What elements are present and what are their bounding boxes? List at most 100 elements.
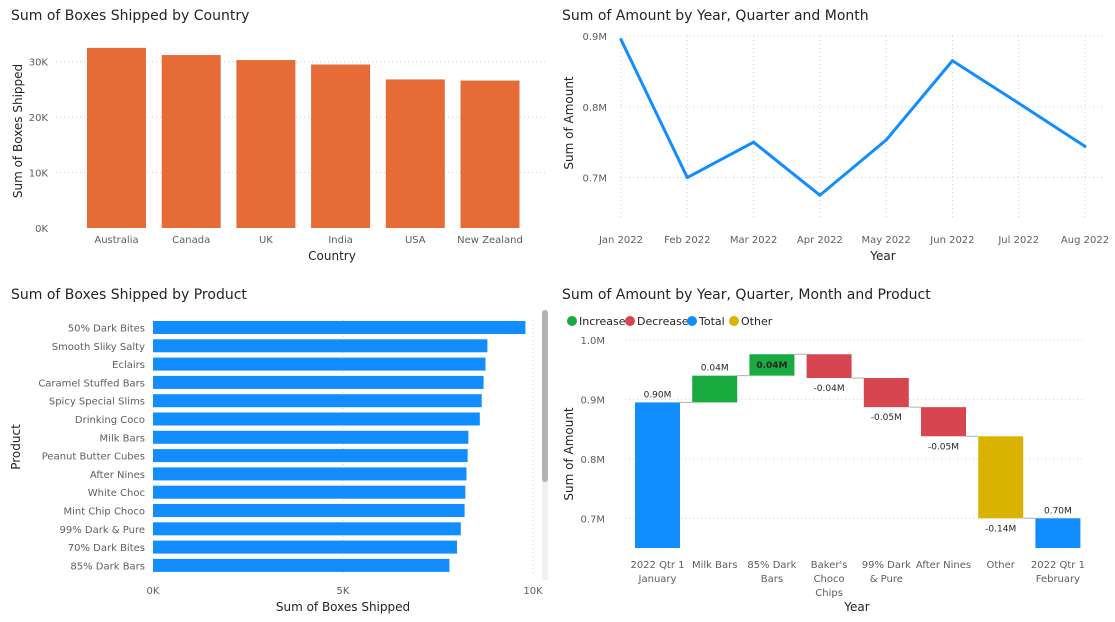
line-x-axis-label: Year: [869, 249, 895, 263]
waterfall-x-tick: After Nines: [916, 560, 971, 571]
waterfall-x-tick: Choco: [814, 574, 845, 585]
waterfall-data-label: -0.05M: [928, 442, 959, 452]
line-x-tick: Jan 2022: [598, 235, 643, 246]
waterfall-x-tick: & Pure: [870, 574, 903, 585]
country-chart-panel: Sum of Boxes Shipped by Country 0K 10K 20K…: [0, 0, 555, 275]
country-x-tick: USA: [405, 235, 426, 246]
legend-marker-total: [687, 316, 697, 326]
country-bar: [311, 64, 371, 228]
line-x-tick: Feb 2022: [664, 235, 710, 246]
product-bar: [153, 357, 486, 371]
product-x-tick: 5K: [337, 586, 350, 597]
waterfall-data-label: -0.14M: [985, 524, 1016, 534]
product-x-tick: 0K: [147, 586, 160, 597]
country-bar: [385, 79, 445, 228]
waterfall-bar-total: [635, 402, 680, 548]
product-bar: [153, 394, 482, 408]
waterfall-data-label: 0.04M: [701, 364, 729, 374]
country-y-tick: 10K: [29, 169, 49, 180]
product-y-tick: White Choc: [88, 488, 145, 499]
product-y-tick: Drinking Coco: [75, 415, 145, 426]
line-y-axis-label: Sum of Amount: [562, 76, 576, 170]
line-y-tick: 0.8M: [582, 103, 607, 114]
product-chart-panel: Sum of Boxes Shipped by Product 0K 5K 10K 5…: [0, 280, 555, 622]
waterfall-x-tick: Other: [986, 560, 1015, 571]
waterfall-bar-total: [1035, 518, 1081, 548]
legend-marker-other: [729, 316, 739, 326]
country-y-axis-label: Sum of Boxes Shipped: [11, 64, 25, 198]
line-x-tick: Jul 2022: [997, 235, 1039, 246]
waterfall-x-tick: Baker's: [811, 560, 848, 571]
product-bar: [153, 540, 457, 554]
waterfall-title: Sum of Amount by Year, Quarter, Month an…: [562, 287, 931, 303]
waterfall-x-axis-label: Year: [843, 600, 869, 614]
amount-point: [884, 138, 888, 142]
amount-line-chart: 0.7M 0.8M 0.9M Jan 2022 Feb 2022 Mar 2022 Apr …: [562, 32, 1109, 263]
line-y-tick: 0.9M: [582, 32, 607, 43]
product-bar: [153, 375, 484, 389]
legend-label-increase: Increase: [579, 315, 626, 328]
product-bar: [153, 558, 450, 572]
product-y-tick: Smooth Sliky Salty: [52, 342, 145, 353]
country-chart: 0K 10K 20K 30K Australia Canada UK India USA New …: [11, 47, 548, 263]
waterfall-x-tick: Milk Bars: [692, 560, 737, 571]
waterfall-y-tick: 0.7M: [580, 514, 605, 525]
country-bar: [87, 47, 146, 228]
waterfall-bar-other: [978, 436, 1024, 519]
legend-label-decrease: Decrease: [637, 315, 689, 328]
line-x-tick: May 2022: [861, 235, 910, 246]
product-x-axis-label: Sum of Boxes Shipped: [276, 600, 410, 614]
waterfall-x-tick: 99% Dark: [862, 560, 911, 571]
legend-label-other: Other: [741, 315, 773, 328]
amount-line-title: Sum of Amount by Year, Quarter and Month: [562, 8, 869, 24]
country-bar: [460, 80, 520, 228]
product-y-tick: Spicy Special Slims: [49, 397, 145, 408]
country-y-tick: 0K: [35, 224, 48, 235]
product-y-tick: After Nines: [90, 470, 145, 481]
waterfall-x-tick: 2022 Qtr 1: [630, 560, 684, 571]
product-scrollbar-thumb[interactable]: [542, 310, 548, 482]
waterfall-bar-increase: [692, 375, 738, 403]
product-x-tick: 10K: [523, 586, 543, 597]
product-y-tick: Eclairs: [112, 360, 145, 371]
waterfall-panel: Sum of Amount by Year, Quarter, Month an…: [555, 280, 1115, 622]
product-bar: [153, 412, 480, 426]
product-bar: [153, 485, 466, 499]
waterfall-x-tick: 2022 Qtr 1: [1031, 560, 1085, 571]
line-x-tick: Mar 2022: [730, 235, 778, 246]
product-chart-title: Sum of Boxes Shipped by Product: [11, 287, 247, 303]
product-bar: [153, 467, 467, 481]
country-bar: [161, 55, 221, 228]
waterfall-y-tick: 0.9M: [580, 395, 605, 406]
product-bar: [153, 522, 461, 536]
product-y-tick: 50% Dark Bites: [68, 324, 145, 335]
country-chart-title: Sum of Boxes Shipped by Country: [11, 8, 250, 24]
amount-point: [1083, 144, 1087, 148]
product-y-tick: 70% Dark Bites: [68, 543, 145, 554]
country-x-tick: Australia: [94, 235, 138, 246]
legend-label-total: Total: [698, 315, 725, 328]
waterfall-x-tick: 85% Dark: [747, 560, 796, 571]
product-scrollbar-track[interactable]: [542, 310, 548, 580]
product-y-axis-label: Product: [9, 424, 23, 470]
country-x-tick: India: [328, 235, 353, 246]
line-x-tick: Apr 2022: [797, 235, 843, 246]
country-x-tick: New Zealand: [457, 235, 523, 246]
amount-point: [950, 59, 954, 63]
amount-point: [1017, 101, 1021, 105]
waterfall-x-tick: February: [1036, 574, 1080, 585]
waterfall-bar-decrease: [806, 354, 852, 379]
waterfall-data-label: 0.70M: [1044, 506, 1072, 516]
product-y-tick: 85% Dark Bars: [70, 561, 145, 572]
product-bar: [153, 430, 469, 444]
country-y-tick: 30K: [29, 58, 49, 69]
waterfall-x-tick: January: [638, 574, 677, 585]
product-y-tick: Mint Chip Choco: [63, 507, 145, 518]
waterfall-bar-decrease: [863, 378, 909, 408]
waterfall-y-axis-label: Sum of Amount: [562, 407, 576, 501]
waterfall-y-tick: 1.0M: [580, 336, 605, 347]
product-y-tick: 99% Dark & Pure: [59, 525, 145, 536]
line-y-tick: 0.7M: [582, 174, 607, 185]
product-bar: [153, 449, 468, 463]
country-x-tick: Canada: [172, 235, 210, 246]
